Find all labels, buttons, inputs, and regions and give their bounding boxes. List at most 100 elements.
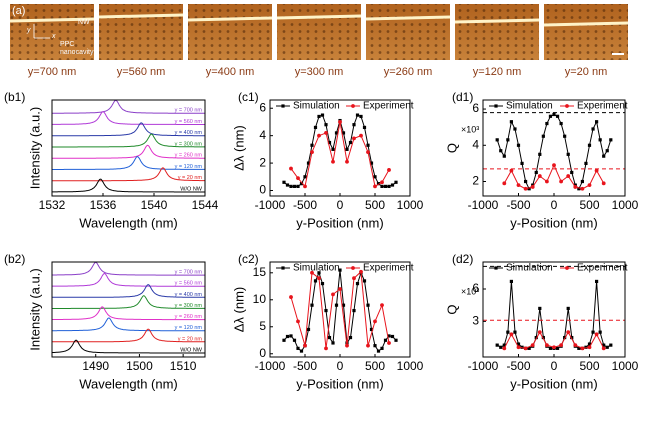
y-tick-label: 3 (472, 314, 479, 328)
marker (516, 183, 521, 188)
marker (366, 143, 370, 147)
marker (545, 121, 549, 126)
marker (509, 332, 514, 337)
marker (591, 330, 595, 334)
marker (299, 349, 304, 353)
x-axis-label: Wavelength (nm) (79, 215, 178, 230)
marker (303, 184, 307, 189)
marker (394, 338, 398, 342)
marker (541, 134, 545, 138)
marker (313, 125, 318, 130)
spectrum (52, 272, 205, 287)
marker (587, 342, 592, 346)
x-tick-label: 0 (551, 359, 558, 373)
marker (282, 338, 286, 342)
marker (509, 168, 514, 173)
y-tick-label: 4 (472, 137, 479, 151)
panel-label: (c2) (238, 252, 259, 266)
marker (548, 114, 553, 118)
marker (548, 346, 553, 350)
marker (331, 147, 335, 151)
legend-marker (494, 104, 498, 108)
marker (296, 319, 300, 324)
axis-label: y (26, 27, 31, 34)
marker (537, 174, 542, 178)
marker (387, 341, 391, 345)
y-axis-label: Q (444, 304, 459, 314)
marker (320, 281, 325, 286)
marker (605, 345, 609, 349)
marker (502, 346, 507, 351)
marker (566, 152, 570, 156)
spectrum (52, 144, 205, 159)
nw-label: NW (78, 19, 90, 26)
image-label: y=400 nm (206, 66, 255, 78)
x-tick-label: 500 (579, 198, 599, 212)
marker (524, 179, 528, 184)
y-axis-label: Δλ (nm) (231, 125, 246, 171)
marker (292, 184, 297, 188)
marker (499, 345, 503, 349)
spectrum (52, 317, 205, 332)
marker (376, 349, 381, 353)
y-tick-label: 15 (253, 265, 267, 279)
x-axis-label: y-Position (nm) (296, 215, 383, 230)
spectrum (52, 167, 205, 182)
spectrum (52, 284, 205, 298)
marker (545, 343, 549, 348)
marker (380, 346, 384, 350)
marker (594, 168, 599, 173)
marker (306, 161, 311, 165)
x-tick-label: 1510 (170, 359, 197, 373)
marker (555, 346, 560, 350)
y-tick-label: 0 (259, 346, 266, 360)
marker (352, 308, 356, 313)
marker (555, 114, 560, 118)
x-tick-label: -500 (506, 359, 530, 373)
marker (390, 334, 395, 339)
legend-marker (351, 266, 355, 270)
marker (513, 127, 517, 131)
marker (310, 150, 314, 155)
marker (348, 335, 353, 340)
legend-label: Experiment (577, 101, 628, 112)
marker (559, 179, 563, 184)
marker (369, 161, 374, 165)
marker (331, 292, 335, 297)
series-label: W/O NW (180, 186, 202, 192)
x-tick-label: 0 (337, 198, 344, 212)
marker (380, 184, 384, 188)
plot-frame (482, 261, 626, 358)
marker (366, 303, 370, 307)
x-tick-label: 0 (551, 198, 558, 212)
x-tick-label: 1532 (39, 198, 66, 212)
x-tick-label: 1000 (612, 359, 639, 373)
marker (595, 279, 599, 284)
marker (563, 335, 567, 340)
y-tick-label: 6 (472, 101, 479, 115)
series-label: y = 700 nm (175, 270, 203, 276)
marker (317, 133, 321, 138)
hole-array (10, 4, 94, 60)
marker (387, 184, 391, 188)
nanowire (276, 14, 362, 20)
x-axis-label: Wavelength (nm) (79, 376, 178, 391)
marker (587, 345, 592, 350)
marker (390, 183, 395, 187)
marker (373, 344, 377, 348)
marker (324, 346, 328, 351)
marker (566, 330, 571, 335)
marker (537, 330, 542, 335)
marker (289, 184, 293, 188)
x-tick-label: 1000 (397, 198, 424, 212)
legend-label: Simulation (506, 263, 553, 274)
marker (601, 346, 606, 351)
marker (394, 180, 398, 184)
hole-array (188, 4, 272, 60)
marker (303, 175, 307, 179)
panel-label: (c1) (238, 90, 259, 104)
marker (527, 187, 531, 191)
legend-marker (281, 104, 285, 108)
spectrum (52, 178, 205, 193)
